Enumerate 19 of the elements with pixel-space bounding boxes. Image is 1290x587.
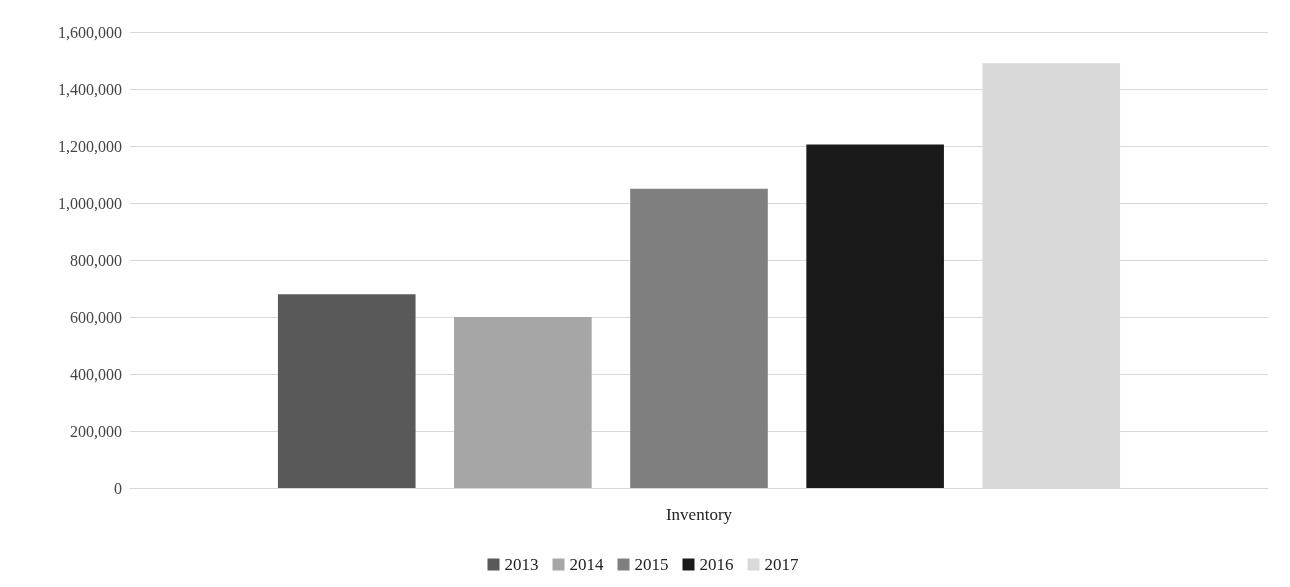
y-tick-label: 1,000,000 [58,194,122,212]
bar [630,188,768,488]
y-tick-label: 1,200,000 [58,137,122,155]
bar [277,294,416,488]
x-tick-label: Inventory [665,505,733,524]
y-tick-label: 400,000 [70,365,122,383]
legend-label: 2013 [504,555,539,574]
y-tick-label: 200,000 [70,422,122,440]
y-tick-label: 0 [114,479,122,497]
y-tick-label: 1,600,000 [58,23,122,41]
y-tick-label: 800,000 [70,251,122,269]
y-tick-label: 1,400,000 [58,80,122,98]
legend-label: 2015 [634,555,669,574]
legend-label: 2016 [699,555,734,574]
legend-label: 2014 [569,555,604,574]
legend-label: 2017 [764,555,799,574]
bar [806,144,944,488]
bar [454,317,592,488]
y-tick-label: 600,000 [70,308,122,326]
